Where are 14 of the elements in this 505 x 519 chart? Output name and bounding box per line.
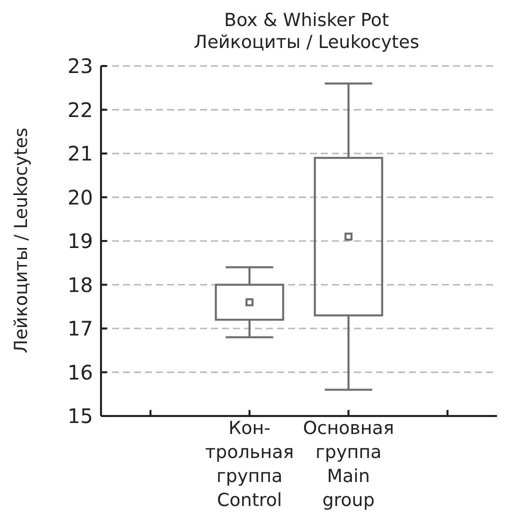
y-tick-label: 23 (68, 54, 93, 78)
y-axis-title: Лейкоциты / Leukocytes (12, 128, 32, 354)
y-tick-label: 15 (68, 404, 93, 428)
chart-title: Box & Whisker Pot (223, 10, 390, 32)
y-tick-label: 19 (68, 229, 93, 254)
x-tick-label: Кон- трольная группа Control (205, 418, 294, 511)
y-tick-label: 18 (68, 272, 93, 297)
y-tick-label: 22 (68, 98, 93, 122)
y-tick-label: 21 (68, 142, 93, 166)
y-tick-label: 16 (68, 360, 93, 384)
x-tick-label: Основная группа Main group (302, 418, 394, 511)
y-tick-label: 17 (68, 316, 93, 341)
chart-subtitle: Лейкоциты / Leukocytes (192, 32, 420, 54)
y-tick-label: 20 (68, 185, 93, 210)
